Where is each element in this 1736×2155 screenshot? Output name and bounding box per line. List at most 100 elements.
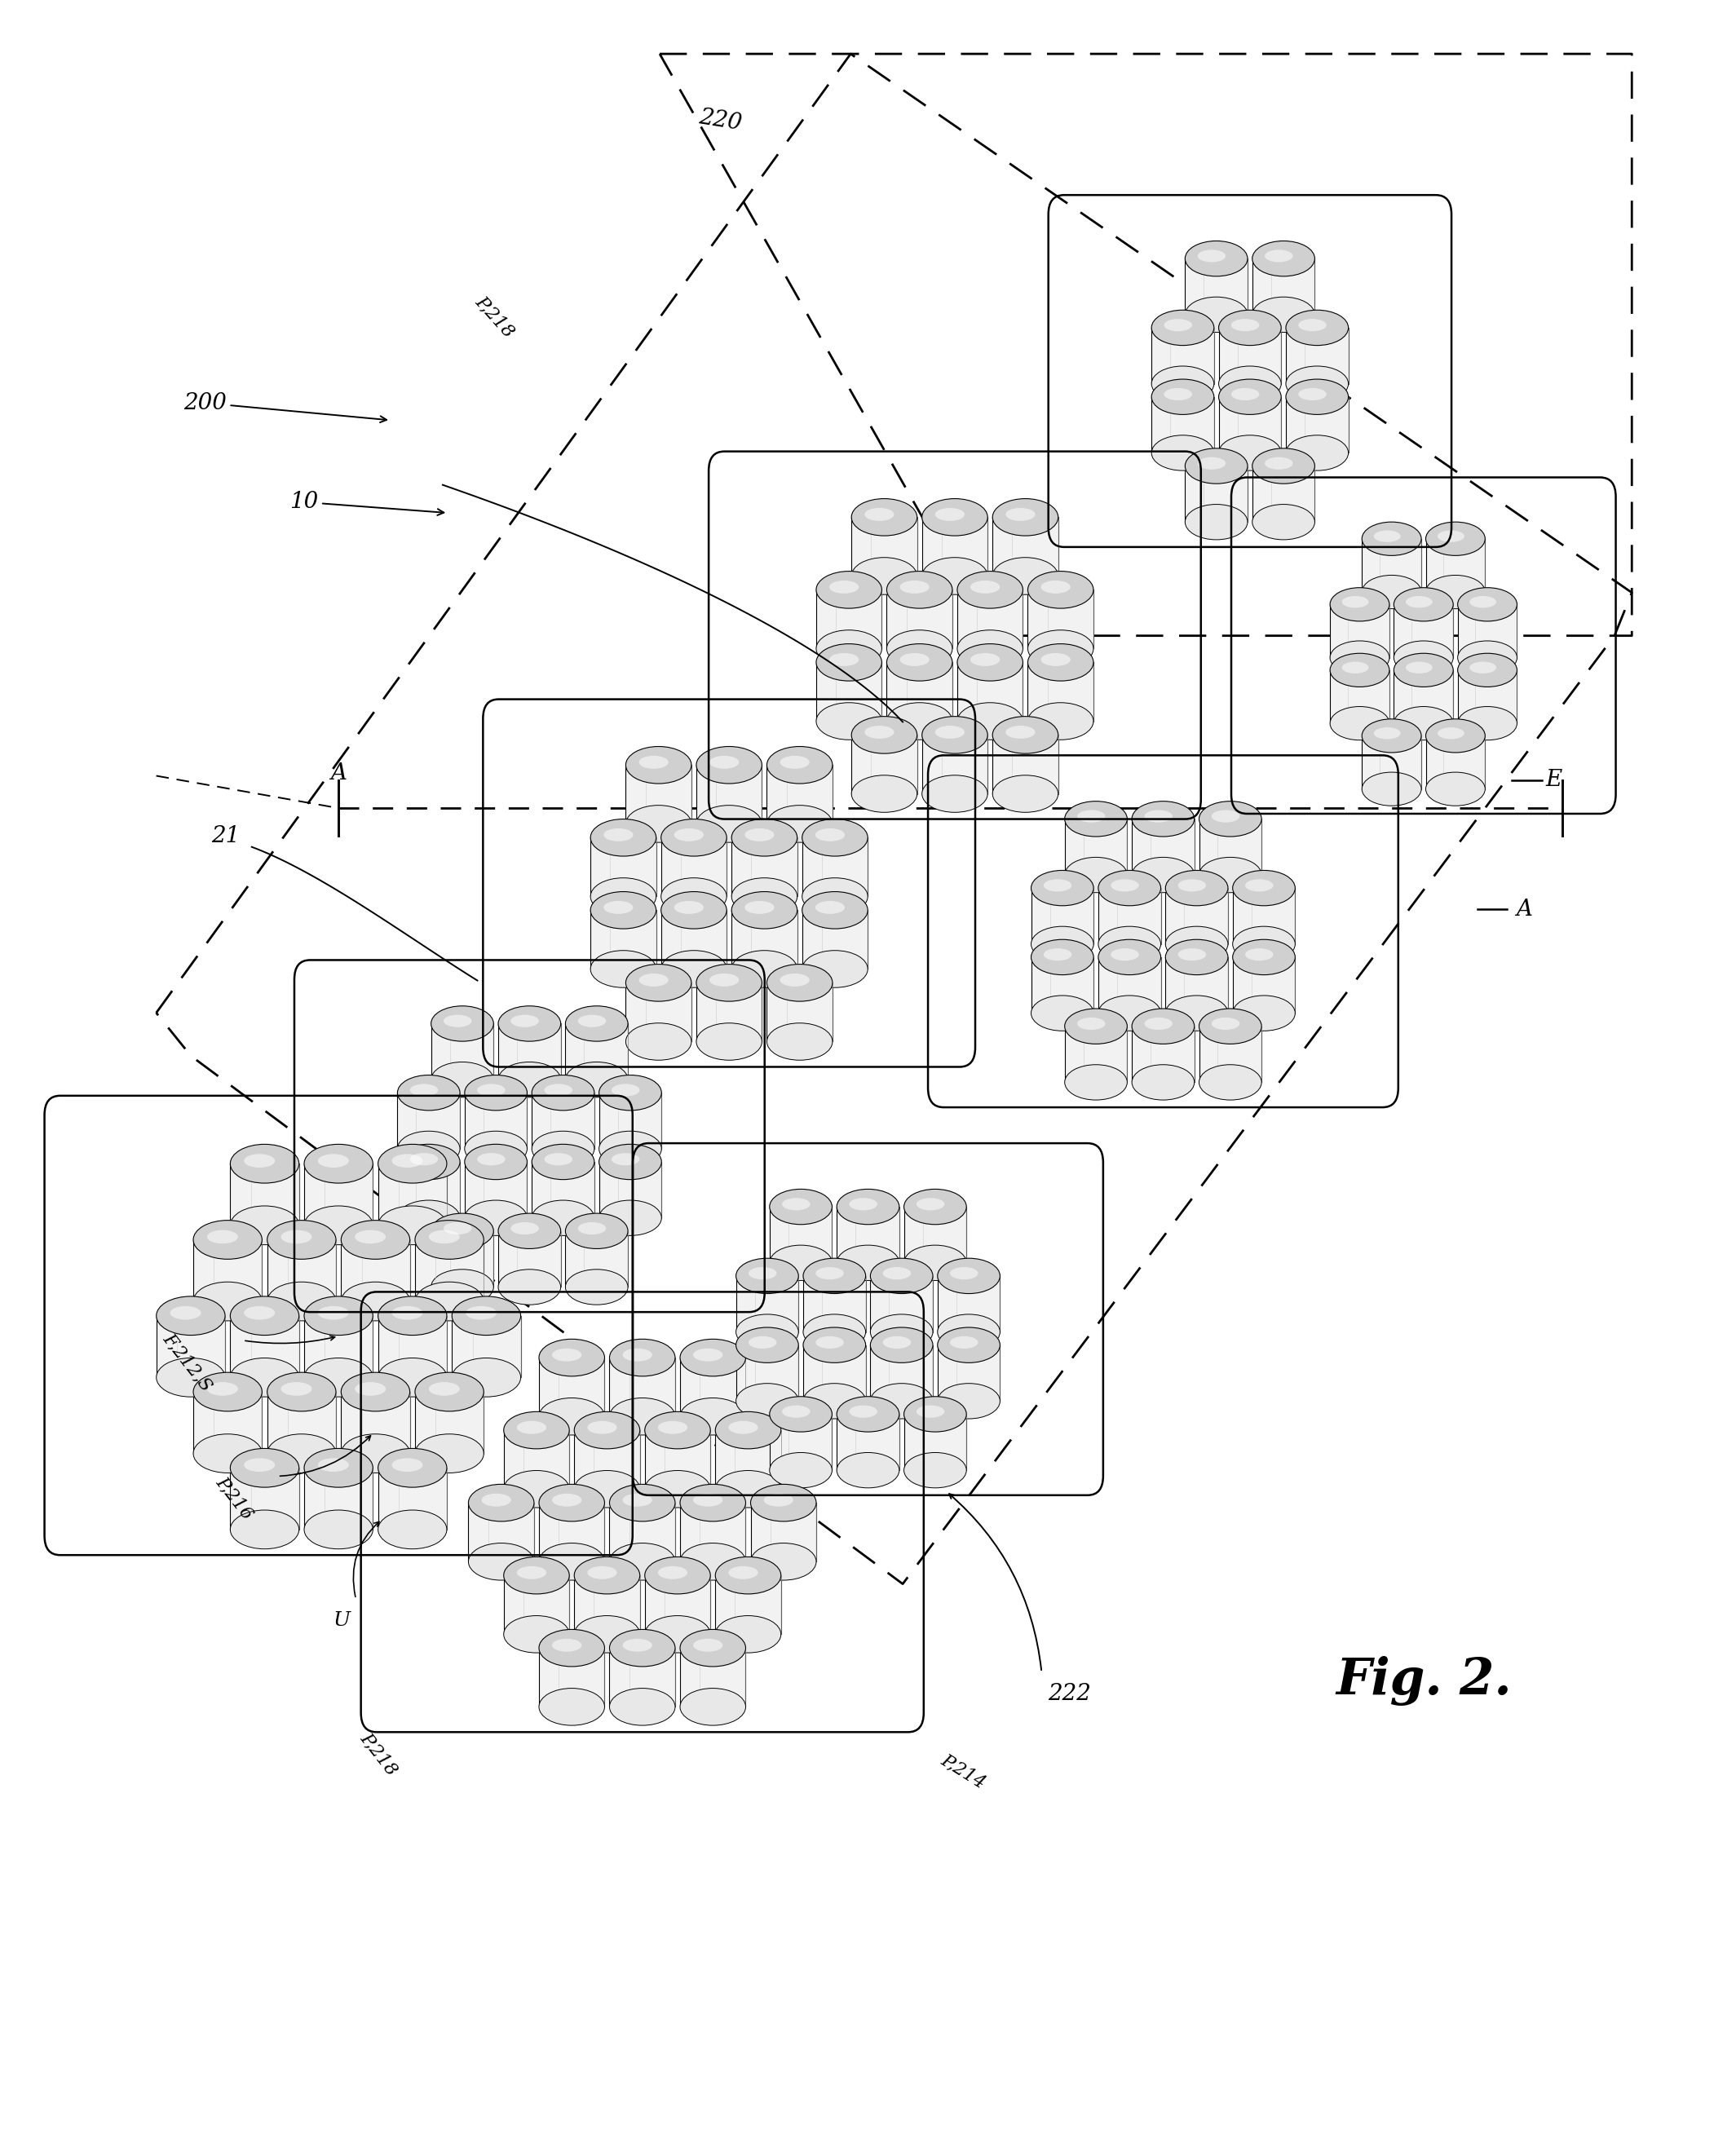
Ellipse shape	[1144, 810, 1172, 823]
Ellipse shape	[865, 726, 894, 739]
Ellipse shape	[745, 901, 774, 914]
Ellipse shape	[1151, 310, 1213, 345]
Ellipse shape	[1394, 640, 1453, 675]
Ellipse shape	[531, 1200, 594, 1235]
Polygon shape	[231, 1468, 299, 1530]
Polygon shape	[590, 909, 656, 970]
Polygon shape	[609, 1649, 675, 1707]
Polygon shape	[267, 1392, 337, 1452]
Ellipse shape	[378, 1144, 446, 1183]
Ellipse shape	[644, 1556, 710, 1595]
Ellipse shape	[802, 950, 868, 987]
Ellipse shape	[865, 509, 894, 522]
Ellipse shape	[970, 580, 1000, 593]
Ellipse shape	[681, 1543, 746, 1580]
Ellipse shape	[281, 1231, 312, 1243]
Ellipse shape	[729, 1567, 759, 1580]
Ellipse shape	[517, 1567, 547, 1580]
Polygon shape	[1200, 819, 1262, 875]
Ellipse shape	[1064, 1065, 1127, 1099]
Polygon shape	[1425, 539, 1484, 593]
Polygon shape	[590, 838, 656, 896]
Ellipse shape	[1200, 802, 1262, 836]
Ellipse shape	[715, 1412, 781, 1448]
Ellipse shape	[816, 644, 882, 681]
Ellipse shape	[922, 558, 988, 595]
Ellipse shape	[465, 1200, 528, 1235]
Polygon shape	[415, 1239, 484, 1302]
Ellipse shape	[1252, 241, 1314, 276]
Ellipse shape	[1233, 996, 1295, 1030]
Polygon shape	[696, 983, 762, 1041]
Ellipse shape	[816, 629, 882, 668]
Ellipse shape	[715, 1616, 781, 1653]
Ellipse shape	[1179, 879, 1207, 892]
Ellipse shape	[340, 1282, 410, 1321]
Polygon shape	[1031, 888, 1094, 944]
Ellipse shape	[1286, 310, 1349, 345]
Polygon shape	[736, 1345, 799, 1401]
Ellipse shape	[1200, 858, 1262, 892]
Ellipse shape	[887, 629, 953, 668]
Ellipse shape	[1151, 435, 1213, 470]
Ellipse shape	[884, 1267, 911, 1280]
Polygon shape	[802, 838, 868, 896]
Ellipse shape	[767, 1024, 833, 1060]
Polygon shape	[1252, 465, 1314, 522]
Polygon shape	[340, 1392, 410, 1452]
Polygon shape	[1286, 397, 1349, 453]
Ellipse shape	[590, 819, 656, 856]
Ellipse shape	[1470, 597, 1496, 608]
Polygon shape	[1165, 957, 1227, 1013]
Ellipse shape	[1425, 720, 1484, 752]
Ellipse shape	[1219, 366, 1281, 401]
Ellipse shape	[674, 901, 703, 914]
Polygon shape	[1186, 259, 1248, 315]
Ellipse shape	[1132, 1065, 1194, 1099]
Ellipse shape	[830, 580, 859, 593]
Ellipse shape	[750, 1543, 816, 1580]
Ellipse shape	[957, 644, 1023, 681]
Polygon shape	[1064, 1026, 1127, 1082]
Ellipse shape	[993, 715, 1059, 754]
Ellipse shape	[590, 950, 656, 987]
Ellipse shape	[1363, 522, 1422, 556]
Polygon shape	[531, 1162, 594, 1218]
Ellipse shape	[769, 1396, 832, 1431]
Ellipse shape	[465, 1306, 496, 1319]
Polygon shape	[1151, 328, 1213, 384]
Ellipse shape	[566, 1062, 628, 1097]
Ellipse shape	[1200, 1065, 1262, 1099]
Text: P,214: P,214	[937, 1750, 990, 1793]
Ellipse shape	[736, 1327, 799, 1362]
Ellipse shape	[1245, 948, 1272, 961]
Ellipse shape	[1342, 662, 1368, 675]
Polygon shape	[1219, 397, 1281, 453]
Ellipse shape	[710, 756, 740, 769]
Ellipse shape	[498, 1006, 561, 1041]
Ellipse shape	[1031, 927, 1094, 961]
Ellipse shape	[731, 950, 797, 987]
Text: P,218: P,218	[472, 293, 517, 340]
Ellipse shape	[1031, 940, 1094, 974]
Ellipse shape	[566, 1269, 628, 1304]
Ellipse shape	[1200, 1009, 1262, 1043]
Ellipse shape	[193, 1433, 262, 1472]
Ellipse shape	[1198, 457, 1226, 470]
Polygon shape	[1099, 957, 1161, 1013]
Ellipse shape	[1078, 810, 1106, 823]
Polygon shape	[851, 735, 917, 793]
Ellipse shape	[498, 1269, 561, 1304]
Ellipse shape	[267, 1433, 337, 1472]
Ellipse shape	[1252, 297, 1314, 332]
Ellipse shape	[1064, 1009, 1127, 1043]
Ellipse shape	[696, 1024, 762, 1060]
Ellipse shape	[398, 1075, 460, 1110]
Ellipse shape	[764, 1493, 793, 1506]
Ellipse shape	[1245, 879, 1272, 892]
Ellipse shape	[267, 1373, 337, 1412]
Ellipse shape	[816, 703, 882, 739]
Ellipse shape	[552, 1349, 582, 1362]
Ellipse shape	[538, 1338, 604, 1377]
Polygon shape	[904, 1414, 967, 1470]
